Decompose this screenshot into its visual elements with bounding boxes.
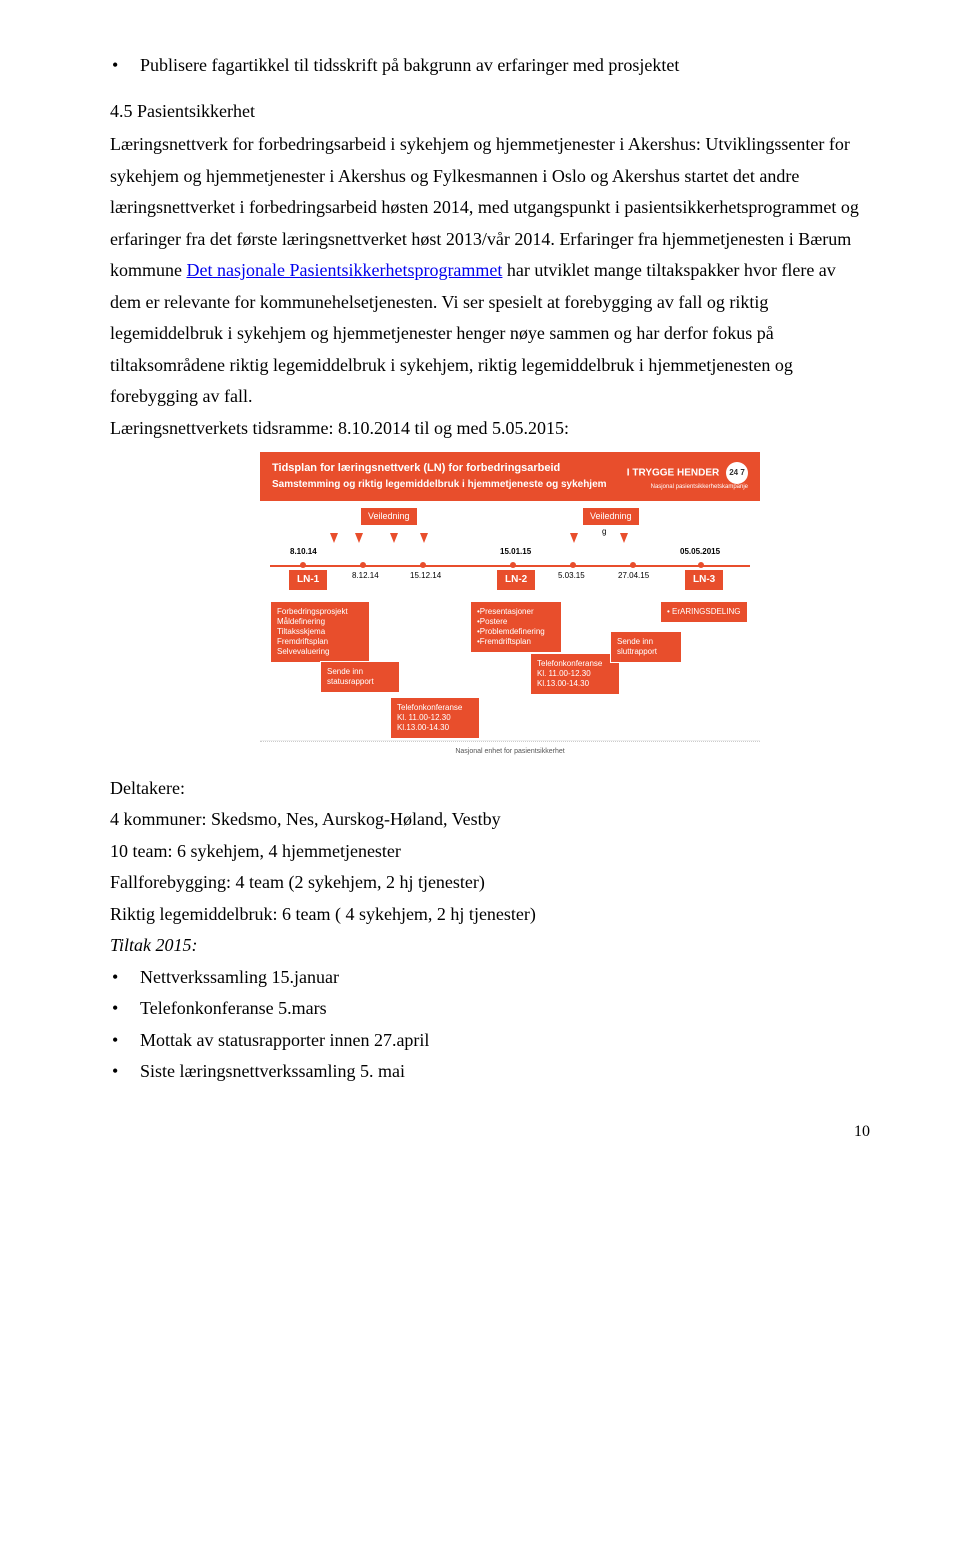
box-line: Sende inn [327, 667, 393, 677]
arrow-icon [570, 533, 578, 543]
box-line: Selvevaluering [277, 647, 363, 657]
timeline-dot [360, 562, 366, 568]
timeline-dot [510, 562, 516, 568]
trygge-hender-label: I TRYGGE HENDER [627, 468, 719, 479]
timeline-dot [300, 562, 306, 568]
box-line: Kl. 11.00-12.30 [397, 713, 473, 723]
page-number: 10 [110, 1118, 870, 1146]
box-line: Sende inn [617, 637, 675, 647]
date-label: 05.05.2015 [680, 547, 720, 557]
box-line: •Presentasjoner [477, 607, 555, 617]
body-text-pre: Læringsnettverk for forbedringsarbeid i … [110, 134, 859, 280]
date-label: 27.04.15 [618, 571, 649, 581]
box-line: Kl.13.00-14.30 [397, 723, 473, 733]
box-line: • ErARINGSDELING [667, 607, 741, 617]
deltakere-line: 4 kommuner: Skedsmo, Nes, Aurskog-Høland… [110, 804, 870, 836]
timeline-dot [698, 562, 704, 568]
veil2-g: g [602, 527, 606, 537]
arrow-icon [330, 533, 338, 543]
diagram-header-right: I TRYGGE HENDER 24 7 Nasjonal pasientsik… [627, 462, 748, 491]
date-label: 5.03.15 [558, 571, 585, 581]
box-line: •Postere [477, 617, 555, 627]
telefon-box-1: Telefonkonferanse Kl. 11.00-12.30 Kl.13.… [390, 697, 480, 739]
tiltak-list: Nettverkssamling 15.januar Telefonkonfer… [110, 962, 870, 1088]
sende-status-box: Sende inn statusrapport [320, 661, 400, 693]
pasientsikkerhet-link[interactable]: Det nasjonale Pasientsikkerhetsprogramme… [187, 260, 503, 280]
veiledning-box-1: Veiledning [360, 507, 418, 526]
date-label: 8.12.14 [352, 571, 379, 581]
arrow-icon [355, 533, 363, 543]
deltakere-line: 10 team: 6 sykehjem, 4 hjemmetjenester [110, 836, 870, 868]
ln2-box: LN-2 [496, 569, 536, 591]
diagram-footer: Nasjonal enhet for pasientsikkerhet [260, 741, 760, 764]
date-label: 15.01.15 [500, 547, 531, 557]
box-line: Måldefinering [277, 617, 363, 627]
list-item: Mottak av statusrapporter innen 27.april [140, 1025, 870, 1057]
box-line: Telefonkonferanse [537, 659, 613, 669]
date-label: 8.10.14 [290, 547, 317, 557]
box-line: sluttrapport [617, 647, 675, 657]
presentasjoner-box: •Presentasjoner •Postere •Problemdefiner… [470, 601, 562, 653]
box-line: •Problemdefinering [477, 627, 555, 637]
list-item: Nettverkssamling 15.januar [140, 962, 870, 994]
body-text-post: har utviklet mange tiltakspakker hvor fl… [110, 260, 836, 406]
erfaringsdeling-box: • ErARINGSDELING [660, 601, 748, 623]
box-line: statusrapport [327, 677, 393, 687]
diagram-header: Tidsplan for læringsnettverk (LN) for fo… [260, 452, 760, 501]
list-item: Telefonkonferanse 5.mars [140, 993, 870, 1025]
date-label: 15.12.14 [410, 571, 441, 581]
arrow-icon [420, 533, 428, 543]
timeline-dot [630, 562, 636, 568]
timeline-label: Læringsnettverkets tidsramme: 8.10.2014 … [110, 413, 870, 445]
badge-247-icon: 24 7 [726, 462, 748, 484]
box-line: Fremdriftsplan [277, 637, 363, 647]
arrow-icon [390, 533, 398, 543]
ln1-box: LN-1 [288, 569, 328, 591]
body-paragraph: Læringsnettverk for forbedringsarbeid i … [110, 129, 870, 413]
box-line: Telefonkonferanse [397, 703, 473, 713]
diagram-title: Tidsplan for læringsnettverk (LN) for fo… [272, 462, 615, 475]
list-item: Publisere fagartikkel til tidsskrift på … [140, 50, 870, 82]
box-line: Kl.13.00-14.30 [537, 679, 613, 689]
diagram-subtitle: Samstemming og riktig legemiddelbruk i h… [272, 479, 615, 491]
timeline-dot [570, 562, 576, 568]
deltakere-heading: Deltakere: [110, 773, 870, 805]
ln3-box: LN-3 [684, 569, 724, 591]
section-heading: 4.5 Pasientsikkerhet [110, 96, 870, 128]
tiltak-heading: Tiltak 2015: [110, 930, 870, 962]
arrow-icon [620, 533, 628, 543]
box-line: •Fremdriftsplan [477, 637, 555, 647]
kampanje-label: Nasjonal pasientsikkerhetskampanje [627, 484, 748, 491]
telefon-box-2: Telefonkonferanse Kl. 11.00-12.30 Kl.13.… [530, 653, 620, 695]
box-line: Forbedringsprosjekt [277, 607, 363, 617]
top-bullet-list: Publisere fagartikkel til tidsskrift på … [110, 50, 870, 82]
box-line: Kl. 11.00-12.30 [537, 669, 613, 679]
list-item: Siste læringsnettverkssamling 5. mai [140, 1056, 870, 1088]
forbedring-box: Forbedringsprosjekt Måldefinering Tiltak… [270, 601, 370, 663]
box-line: Tiltaksskjema [277, 627, 363, 637]
deltakere-line: Fallforebygging: 4 team (2 sykehjem, 2 h… [110, 867, 870, 899]
deltakere-line: Riktig legemiddelbruk: 6 team ( 4 sykehj… [110, 899, 870, 931]
timeline-diagram: Tidsplan for læringsnettverk (LN) for fo… [260, 452, 760, 765]
sende-slutt-box: Sende inn sluttrapport [610, 631, 682, 663]
veil2-text: Veiledning [590, 511, 632, 521]
veiledning-box-2: Veiledning [582, 507, 640, 526]
timeline-dot [420, 562, 426, 568]
diagram-body: Veiledning Veiledning g 8.10.14 15.01.15… [260, 501, 760, 741]
